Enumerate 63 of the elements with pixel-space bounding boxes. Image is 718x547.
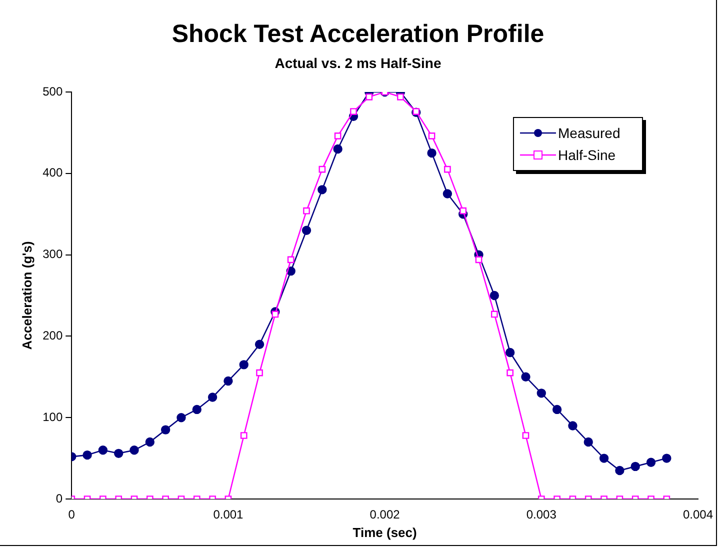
point <box>536 388 546 398</box>
x-tick-label: 0 <box>68 508 76 522</box>
point <box>428 132 436 140</box>
y-tick-label: 200 <box>42 328 63 343</box>
chart-title: Shock Test Acceleration Profile <box>170 20 546 49</box>
point <box>302 226 312 235</box>
point <box>176 413 186 422</box>
point <box>366 93 373 100</box>
x-tick-label: 0.002 <box>370 508 400 522</box>
point <box>256 369 263 376</box>
x-axis-title: Time (sec) <box>352 524 417 540</box>
y-tick-label: 500 <box>42 84 63 98</box>
point <box>552 404 562 414</box>
point <box>490 290 500 300</box>
point <box>145 437 155 447</box>
point <box>224 376 233 386</box>
point <box>521 372 530 382</box>
point <box>427 148 436 158</box>
point <box>333 144 342 154</box>
point <box>505 348 515 358</box>
point <box>303 207 310 214</box>
point <box>240 432 248 439</box>
point <box>272 310 279 318</box>
x-tick-label: 0.004 <box>682 508 714 522</box>
point <box>584 437 593 447</box>
legend-label: Measured <box>558 125 620 141</box>
y-axis-title: Acceleration (g's) <box>19 241 34 350</box>
point <box>318 166 326 173</box>
y-tick-label: 300 <box>42 247 63 262</box>
y-tick-label: 0 <box>56 491 63 506</box>
point <box>522 432 530 439</box>
point <box>239 360 248 370</box>
y-tick-label: 100 <box>42 410 63 424</box>
point <box>490 310 498 318</box>
x-tick-label: 0.003 <box>526 508 557 522</box>
chart-subtitle: Actual vs. 2 ms Half-Sine <box>274 55 442 71</box>
point <box>208 392 218 402</box>
point <box>254 340 264 349</box>
point <box>662 454 672 463</box>
point <box>160 425 170 434</box>
point <box>460 207 467 214</box>
point <box>192 404 202 414</box>
point <box>318 185 327 194</box>
point <box>568 421 578 430</box>
point <box>82 450 92 460</box>
x-tick-label: 0.001 <box>213 508 244 522</box>
point <box>98 446 108 455</box>
point <box>475 256 482 264</box>
point <box>114 448 124 458</box>
point <box>350 108 357 115</box>
y-tick-label: 400 <box>42 166 63 180</box>
point <box>444 166 451 173</box>
point <box>334 132 342 140</box>
point <box>130 446 139 455</box>
legend-label: Half-Sine <box>558 147 616 163</box>
point <box>287 256 294 264</box>
point <box>442 189 452 198</box>
point <box>599 454 609 463</box>
point <box>506 369 514 376</box>
point <box>397 93 404 100</box>
point <box>615 466 624 476</box>
point <box>630 462 640 472</box>
point <box>646 458 656 467</box>
